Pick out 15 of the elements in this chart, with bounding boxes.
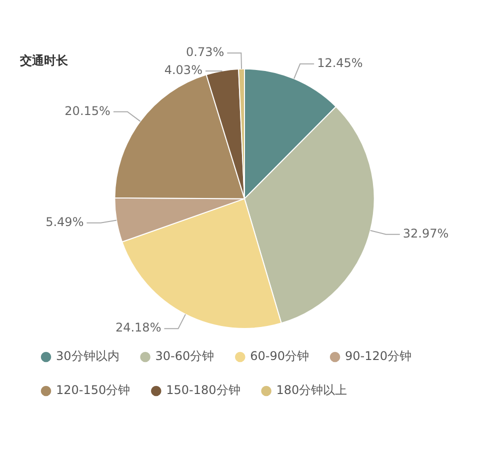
legend-label: 180分钟以上 <box>276 383 348 398</box>
data-label: 4.03% <box>164 63 202 78</box>
data-label: 5.49% <box>46 215 84 230</box>
legend-label: 90-120分钟 <box>345 349 412 364</box>
legend-label: 120-150分钟 <box>56 383 130 398</box>
data-label: 24.18% <box>115 320 162 335</box>
legend-label: 30-60分钟 <box>155 349 214 364</box>
data-label: 12.45% <box>317 56 363 70</box>
text: 交通时长 <box>19 53 69 68</box>
data-label: 32.97% <box>402 226 449 241</box>
legend-label: 30分钟以内 <box>56 349 120 364</box>
data-label: 0.73% <box>186 45 224 60</box>
legend-label: 150-180分钟 <box>166 383 240 398</box>
data-label: 20.15% <box>64 104 110 118</box>
legend-label: 60-90分钟 <box>250 349 310 364</box>
